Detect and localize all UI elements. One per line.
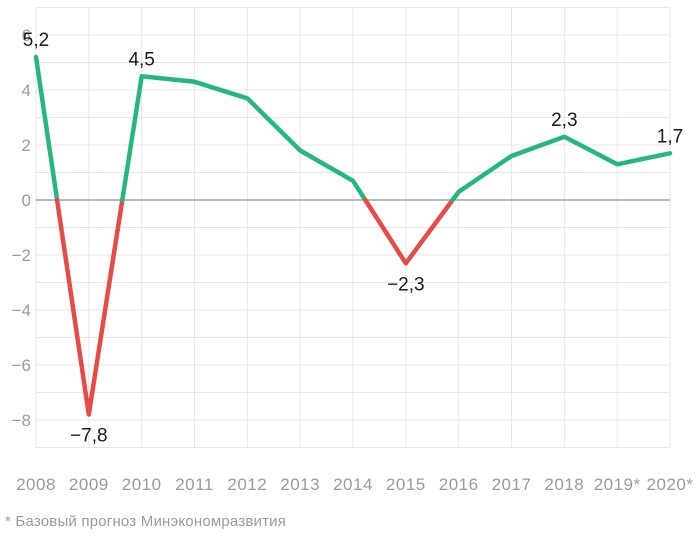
gdp-line-segment-positive <box>450 134 673 203</box>
gdp-line-segment-positive <box>33 54 60 203</box>
y-tick-label: −2 <box>12 246 31 265</box>
y-tick-label: 6 <box>22 26 31 45</box>
x-tick-label: 2017 <box>492 475 532 494</box>
x-tick-label: 2009 <box>69 475 109 494</box>
x-tick-label: 2016 <box>439 475 479 494</box>
y-tick-label: 2 <box>22 136 31 155</box>
x-tick-label: 2011 <box>175 475 214 494</box>
x-tick-label: 2010 <box>122 475 162 494</box>
data-point-label: 2,3 <box>551 110 577 131</box>
data-point-label: 1,7 <box>657 126 683 147</box>
data-point-label: −2,3 <box>387 274 425 295</box>
chart-footnote: * Базовый прогноз Минэкономразвития <box>5 513 287 530</box>
data-point-label: −7,8 <box>70 426 108 447</box>
gdp-line-segment-negative <box>363 197 455 266</box>
data-point-label: 5,2 <box>23 30 49 51</box>
gdp-line-chart: 6 4 2 0 −2 −4 −6 −8 2008 2009 2010 2011 2012 2013 2014… <box>12 7 694 494</box>
gdp-line-segment-negative <box>54 197 125 417</box>
x-tick-label: 2020* <box>647 475 694 494</box>
y-tick-label: 0 <box>22 191 31 210</box>
gdp-line-segment-positive <box>120 74 368 203</box>
x-tick-label: 2014 <box>333 475 373 494</box>
chart-canvas: 6 4 2 0 −2 −4 −6 −8 2008 2009 2010 2011 2012 2013 2014… <box>12 7 694 494</box>
x-tick-label: 2012 <box>227 475 267 494</box>
x-tick-label: 2019* <box>594 475 641 494</box>
y-tick-label: −4 <box>12 301 31 320</box>
data-point-label: 4,5 <box>128 49 154 70</box>
y-tick-label: 4 <box>22 81 31 100</box>
x-tick-label: 2015 <box>386 475 426 494</box>
y-tick-label: −6 <box>12 356 31 375</box>
x-tick-label: 2008 <box>16 475 56 494</box>
x-tick-label: 2013 <box>280 475 320 494</box>
x-tick-label: 2018 <box>544 475 584 494</box>
y-tick-label: −8 <box>12 411 31 430</box>
